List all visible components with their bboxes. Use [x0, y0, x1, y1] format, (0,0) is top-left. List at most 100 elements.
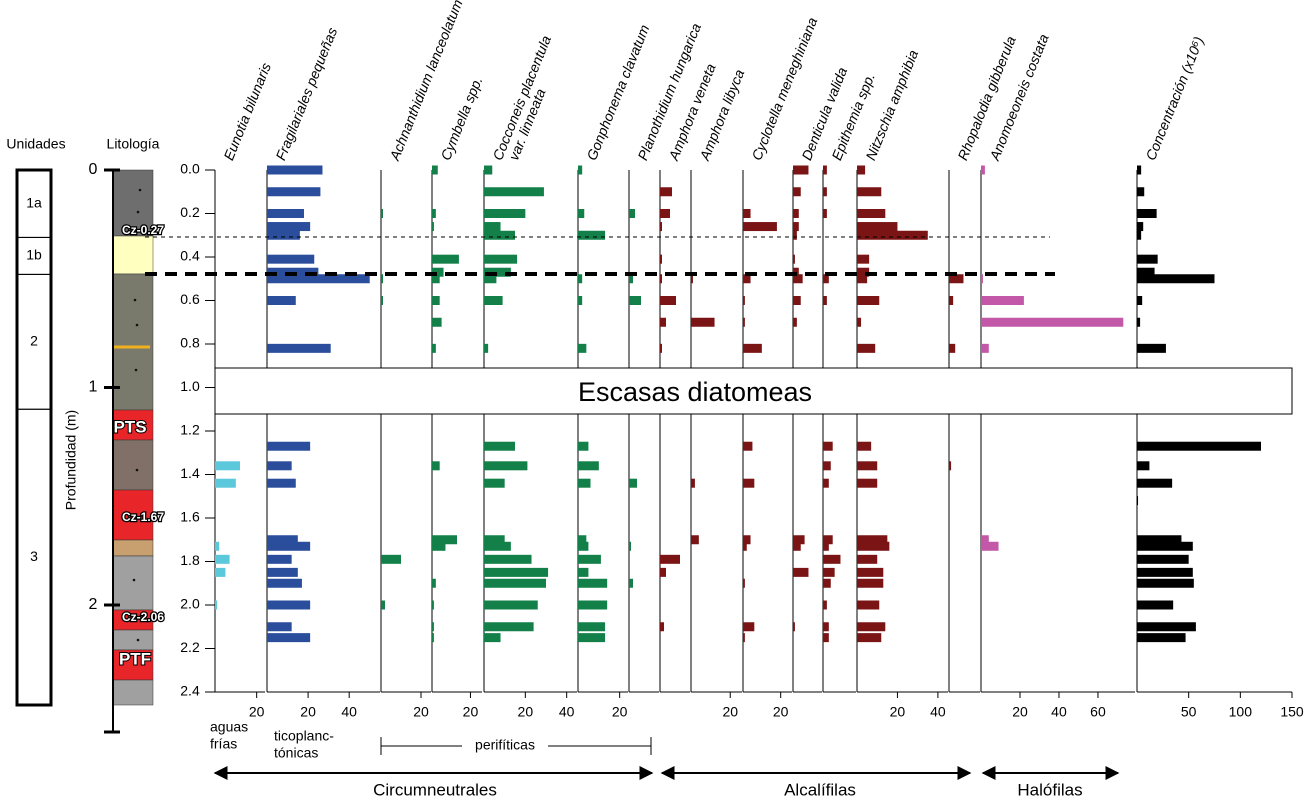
bar [267, 541, 311, 551]
bar [432, 222, 434, 232]
bar [1137, 441, 1261, 451]
bar [1137, 554, 1189, 564]
y-tick-label: 0.8 [180, 335, 200, 351]
x-tick-label: 100 [1229, 704, 1253, 720]
bar [823, 209, 827, 218]
bar [691, 274, 693, 284]
bar [629, 541, 631, 551]
bar [629, 296, 641, 305]
bar [1137, 230, 1142, 240]
bar [793, 296, 801, 305]
bar [267, 622, 292, 632]
bar [432, 209, 436, 218]
lithology-label: Cz-2.06 [122, 610, 164, 624]
lithology-dot [132, 578, 136, 582]
x-tick-label: 40 [341, 704, 357, 720]
ecology-label: perifíticas [475, 737, 535, 753]
bar [267, 578, 302, 588]
bar [743, 441, 753, 451]
depth-tick-label: 2 [89, 596, 98, 613]
bar [793, 230, 797, 240]
x-tick-label: 150 [1280, 704, 1304, 720]
bar [857, 578, 884, 588]
bar [1137, 343, 1166, 353]
y-axis-label: Profundidad (m) [63, 410, 79, 510]
bar [743, 535, 751, 545]
bar [484, 222, 501, 232]
bar [432, 274, 440, 284]
x-tick-label: 20 [773, 704, 789, 720]
bar [981, 541, 999, 551]
bar [823, 165, 827, 175]
y-tick-label: 2.2 [180, 639, 200, 655]
x-tick-label: 20 [722, 704, 738, 720]
bar [857, 222, 898, 232]
ecology-label: frías [210, 736, 237, 752]
bar [691, 478, 695, 488]
bar [660, 209, 670, 218]
bar [432, 622, 434, 632]
bar [691, 317, 715, 327]
bar [267, 296, 296, 305]
bar [267, 633, 311, 643]
lithology-bed [112, 649, 154, 681]
lithology-bed [112, 555, 154, 611]
bar [857, 254, 870, 264]
panel-title: Concentración (x10⁶) [1142, 34, 1206, 162]
bar [578, 535, 587, 545]
bar [743, 622, 755, 632]
bar [578, 461, 599, 471]
bar [484, 535, 505, 545]
depth-tick-label: 0 [89, 161, 98, 178]
bar [743, 317, 745, 327]
x-tick-label: 40 [930, 704, 946, 720]
bar [215, 600, 218, 610]
bar [1137, 541, 1193, 551]
ecology-label: tónicas [274, 745, 318, 761]
bar [1137, 496, 1139, 506]
x-tick-label: 40 [1051, 704, 1067, 720]
bar [578, 541, 589, 551]
bar [215, 554, 230, 564]
bar [660, 254, 662, 264]
bar [793, 622, 795, 632]
lithology-bed [112, 273, 154, 411]
units-header: Unidades [6, 136, 65, 152]
bar [215, 541, 220, 551]
bar [1137, 274, 1215, 284]
bar [578, 296, 583, 305]
x-tick-label: 40 [559, 704, 575, 720]
bar [629, 478, 637, 488]
unit-label: 1b [26, 247, 42, 263]
bar [1137, 535, 1182, 545]
x-tick-label: 20 [463, 704, 479, 720]
y-tick-label: 2.0 [180, 596, 200, 612]
lithology-label: Cz-0.27 [122, 223, 164, 237]
bar [484, 274, 497, 284]
bar [857, 274, 868, 284]
panel-title: Fragilariales pequeñas [272, 25, 340, 162]
bar [629, 578, 633, 588]
bar [857, 343, 876, 353]
bar [743, 541, 747, 551]
lithology-bed [112, 439, 154, 491]
bar [267, 478, 296, 488]
lithology-dot [136, 210, 140, 214]
bar [981, 274, 983, 284]
bar [267, 230, 300, 240]
bar [432, 165, 438, 175]
bar [857, 554, 878, 564]
annotation-box [214, 367, 1293, 415]
bar [432, 267, 444, 277]
bar [484, 461, 528, 471]
bar [823, 535, 833, 545]
bar [484, 441, 515, 451]
bar [432, 343, 436, 353]
bar [432, 296, 440, 305]
bar [432, 461, 440, 471]
bar [267, 535, 298, 545]
units-frame [15, 168, 53, 707]
bar [857, 317, 862, 327]
lithology-dot [134, 368, 138, 372]
